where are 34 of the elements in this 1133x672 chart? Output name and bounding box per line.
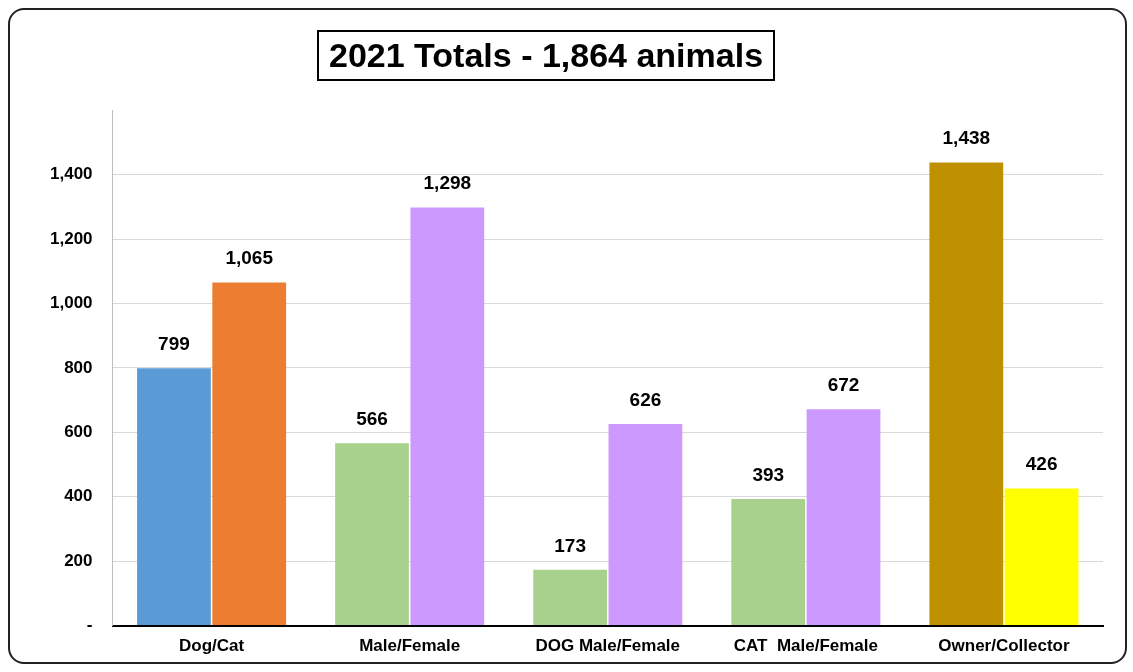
bar [410, 207, 485, 626]
data-label: 1,298 [423, 172, 472, 194]
data-label: 426 [1025, 453, 1058, 475]
data-label: 672 [827, 373, 860, 395]
y-tick-label: 1,400 [49, 164, 93, 184]
bar [1004, 488, 1079, 626]
y-tick-label: 800 [64, 357, 93, 377]
chart-title: 2021 Totals - 1,864 animals [317, 30, 776, 81]
x-tick-label: CAT Male/Female [733, 636, 878, 656]
y-tick-label: 1,200 [49, 228, 93, 248]
bar [929, 162, 1004, 626]
y-tick-label: 600 [64, 422, 93, 442]
y-tick-label: 200 [64, 550, 93, 570]
bar [335, 443, 409, 626]
bar [212, 282, 287, 626]
y-tick-label: 1,000 [49, 293, 93, 313]
x-tick-label: Male/Female [359, 636, 461, 656]
x-tick-label: Dog/Cat [179, 636, 245, 656]
bar [137, 368, 211, 626]
bar [533, 569, 608, 626]
data-label: 566 [356, 408, 388, 430]
data-label: 173 [554, 534, 586, 556]
data-label: 393 [752, 463, 785, 485]
data-label: 1,438 [942, 127, 991, 149]
bar [608, 423, 683, 626]
data-label: 1,065 [225, 247, 274, 269]
data-label: 799 [158, 332, 190, 354]
x-tick-label: Owner/Collector [938, 636, 1070, 656]
y-tick-label: 400 [64, 486, 93, 506]
bar [731, 499, 806, 626]
y-tick-label: - [86, 615, 93, 635]
x-tick-label: DOG Male/Female [535, 636, 681, 656]
data-label: 626 [629, 388, 662, 410]
bar [806, 409, 881, 626]
